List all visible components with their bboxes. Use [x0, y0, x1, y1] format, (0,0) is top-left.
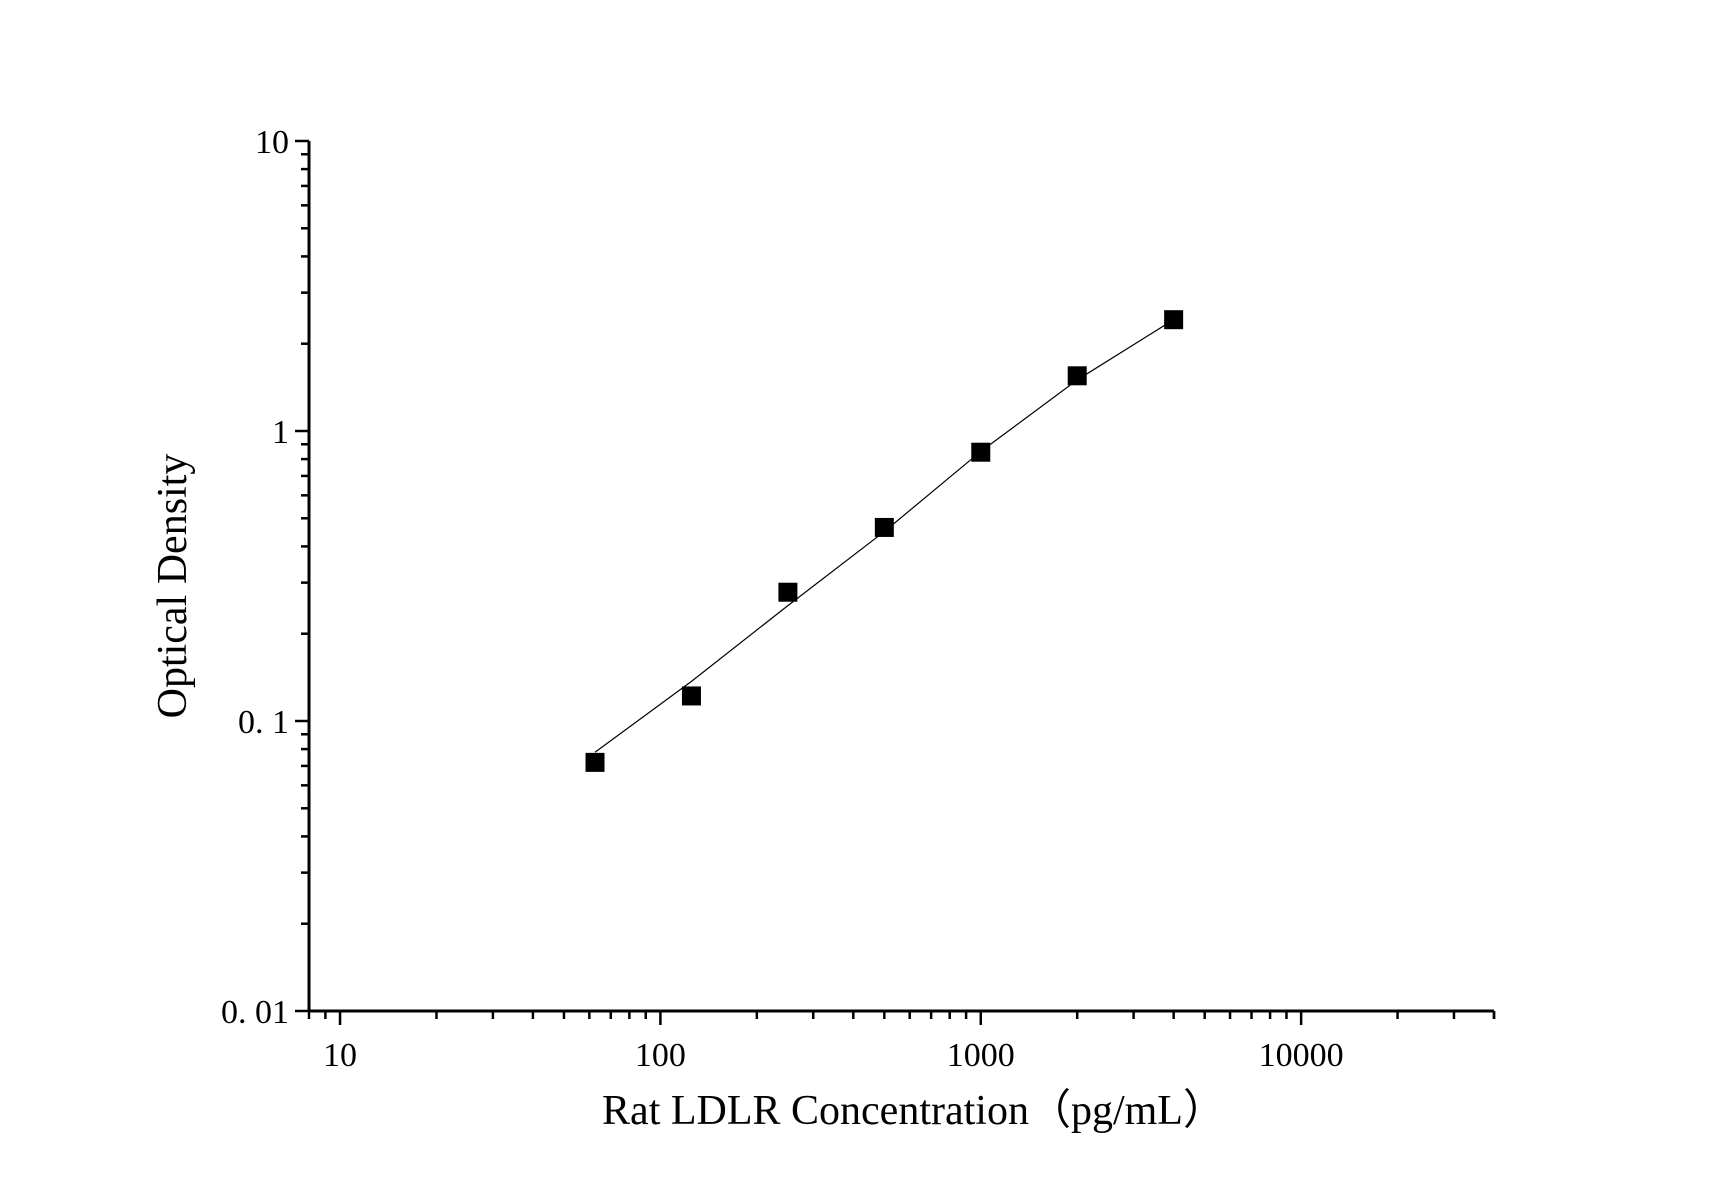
x-tick-label: 10: [323, 1037, 357, 1074]
x-axis-title: Rat LDLR Concentration（pg/mL）: [602, 1088, 1225, 1134]
y-axis-ticks: 0. 01 0. 1 1 10: [221, 124, 309, 1031]
data-point: [1164, 310, 1184, 330]
data-point: [1067, 366, 1087, 386]
axes: [307, 141, 1494, 1013]
data-point: [778, 582, 798, 602]
data-point: [971, 442, 991, 462]
x-tick-label: 100: [635, 1037, 686, 1074]
x-axis-ticks: 10 100 1000 10000: [307, 1011, 1496, 1074]
y-tick-label: 10: [255, 124, 289, 161]
y-tick-label: 1: [272, 414, 289, 451]
y-tick-label: 0. 1: [238, 704, 289, 741]
x-tick-label: 1000: [947, 1037, 1015, 1074]
data-point: [585, 752, 605, 772]
y-tick-label: 0. 01: [221, 994, 289, 1031]
data-point: [874, 517, 894, 537]
data-point: [681, 686, 701, 706]
x-tick-label: 10000: [1259, 1037, 1344, 1074]
data-points: [585, 310, 1184, 772]
y-axis-title: Optical Density: [150, 454, 196, 719]
